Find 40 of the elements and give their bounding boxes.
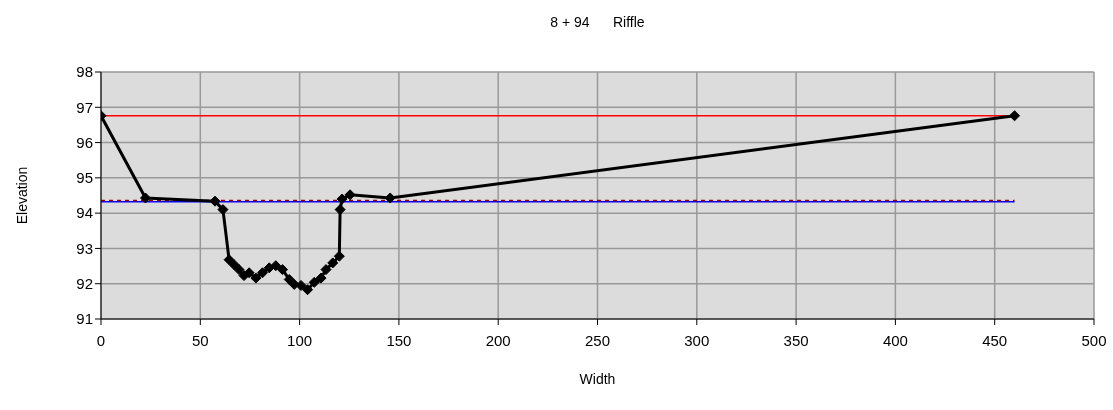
y-tick-label: 96 <box>76 133 93 151</box>
y-tick-label: 91 <box>76 310 93 328</box>
point <box>344 189 356 201</box>
x-tick-label: 0 <box>96 331 106 349</box>
point <box>277 264 289 276</box>
x-tick-label: 250 <box>584 331 611 349</box>
x-axis-title: Width <box>579 371 616 387</box>
chart-title: 8 + 94 Riffle <box>549 14 646 30</box>
y-tick-label: 92 <box>76 275 93 293</box>
x-tick-label: 300 <box>684 331 710 349</box>
point <box>250 272 262 284</box>
y-tick-label: 98 <box>76 63 93 81</box>
point <box>270 260 282 272</box>
point <box>283 273 295 285</box>
x-tick-label: 50 <box>191 331 209 349</box>
point <box>256 267 268 279</box>
x-tick-label: 100 <box>287 331 313 349</box>
point <box>139 192 151 204</box>
point <box>336 193 348 205</box>
point <box>288 278 300 290</box>
point <box>233 264 245 276</box>
x-tick-label: 200 <box>485 331 511 349</box>
point <box>327 257 339 269</box>
y-tick-label: 94 <box>76 204 93 222</box>
point <box>315 272 327 284</box>
x-tick-label: 500 <box>1081 331 1107 349</box>
point <box>308 276 320 288</box>
y-axis-title: Elevation <box>13 166 30 225</box>
x-tick-label: 400 <box>882 331 908 349</box>
point <box>302 284 314 296</box>
x-tick-label: 350 <box>783 331 809 349</box>
y-tick-label: 93 <box>76 239 93 257</box>
point <box>320 264 332 276</box>
x-tick-label: 450 <box>982 331 1008 349</box>
point <box>228 259 240 271</box>
point <box>1009 110 1021 122</box>
y-tick-label: 97 <box>76 98 93 116</box>
x-tick-label: 150 <box>386 331 412 349</box>
y-tick-label: 95 <box>76 169 93 187</box>
point <box>209 195 221 207</box>
